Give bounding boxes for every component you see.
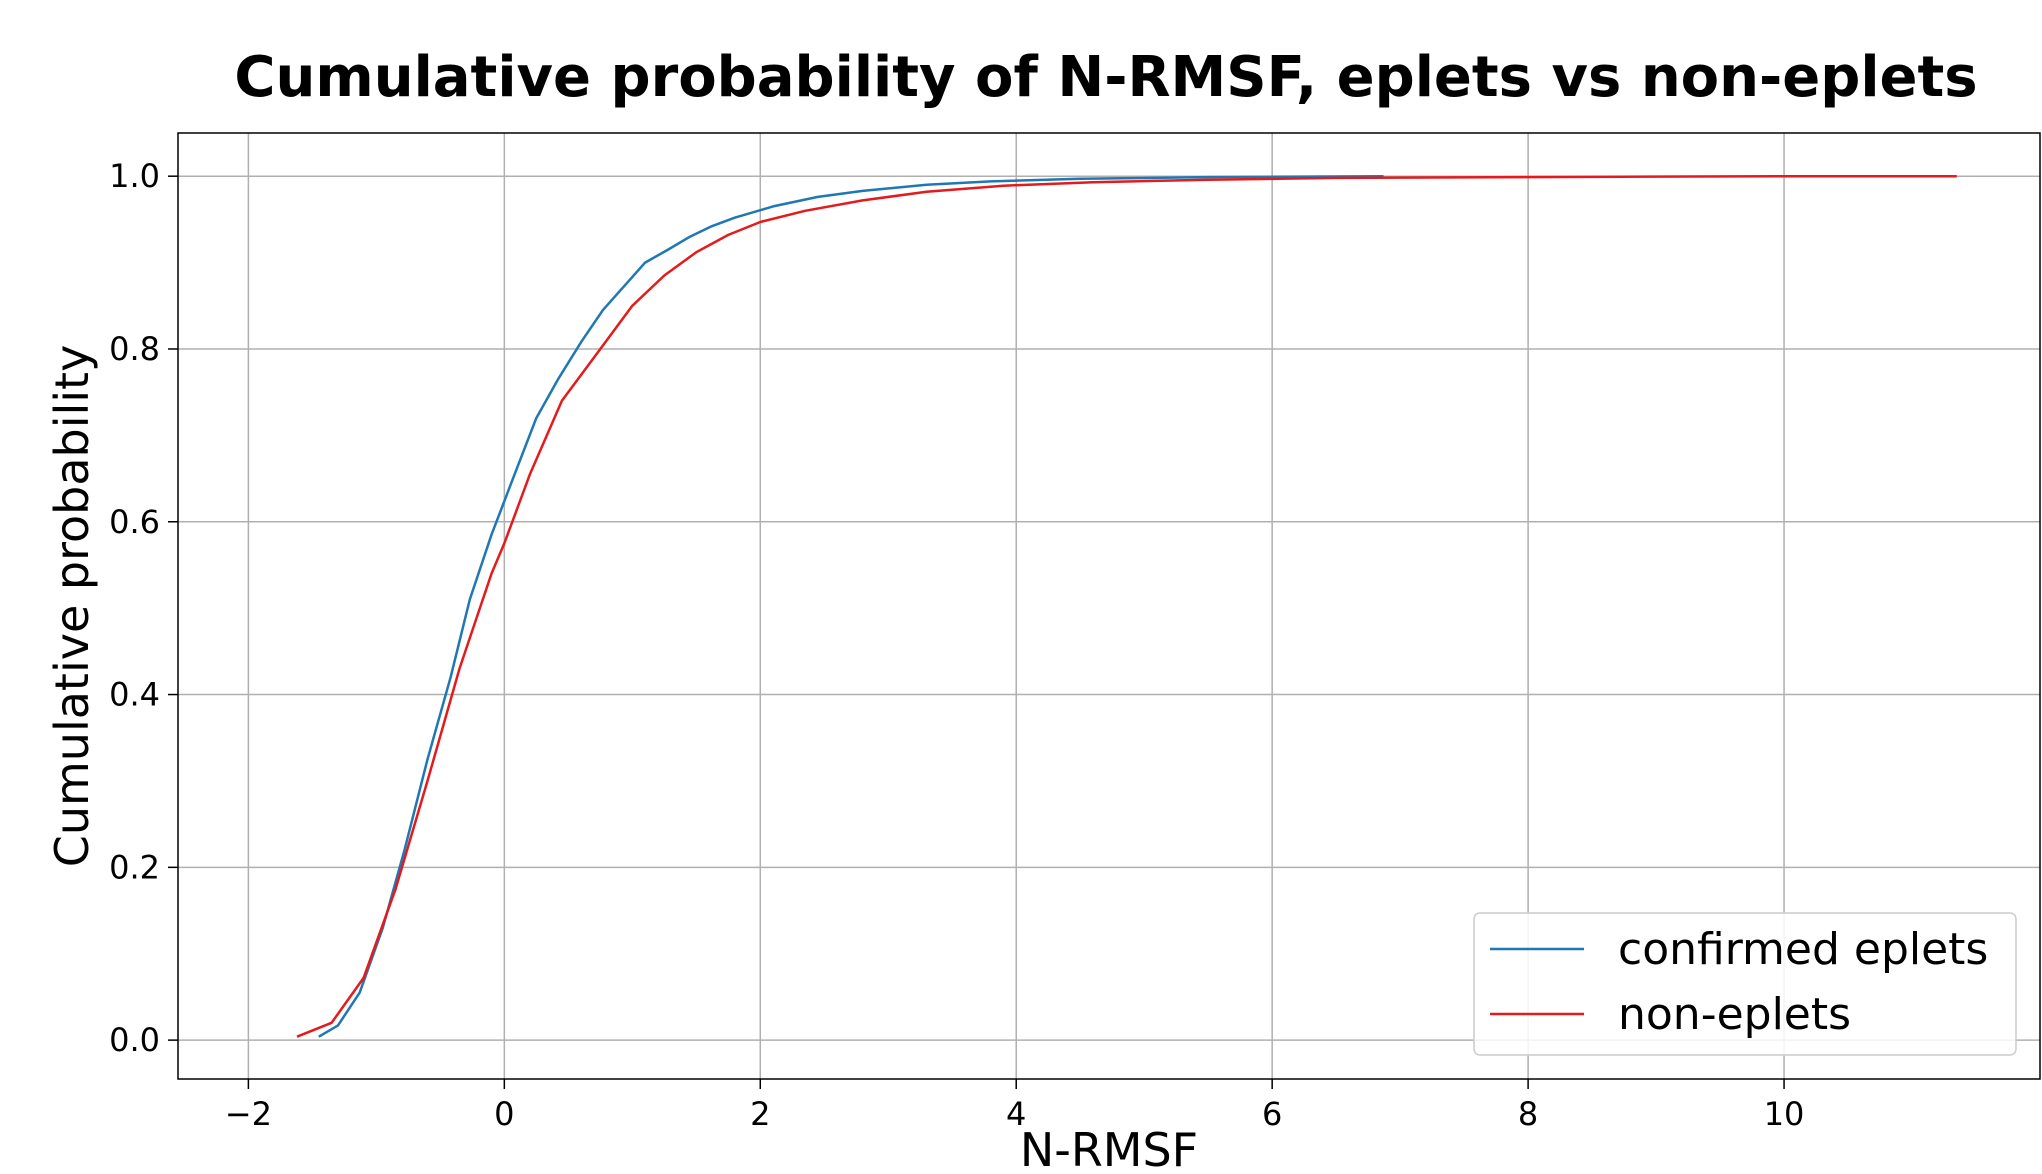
y-tick-label: 0.4 xyxy=(109,676,160,714)
y-tick-label: 0.8 xyxy=(109,330,160,368)
chart-legend: confirmed eplets non-eplets xyxy=(1473,912,2017,1056)
legend-label-1: confirmed eplets xyxy=(1618,924,1988,975)
chart-title: Cumulative probability of N-RMSF, eplets… xyxy=(234,45,1977,110)
x-tick-label: 8 xyxy=(1518,1095,1538,1133)
legend-frame xyxy=(1473,912,2017,1056)
series-line-2 xyxy=(296,174,1957,1038)
x-tick-label: 4 xyxy=(1006,1095,1026,1133)
y-axis-ticks: 0.0 0.2 0.4 0.6 0.8 1.0 xyxy=(109,157,178,1059)
plot-frame xyxy=(177,132,2041,1080)
x-axis-label: N-RMSF xyxy=(1020,1123,1198,1169)
y-axis-label: Cumulative probability xyxy=(45,345,99,868)
y-tick-label: 0.6 xyxy=(109,503,160,541)
y-tick-label: 1.0 xyxy=(109,157,160,195)
legend-label-2: non-eplets xyxy=(1618,989,1851,1040)
x-tick-label: 2 xyxy=(750,1095,770,1133)
series-line-1 xyxy=(318,174,1384,1038)
y-tick-label: 0.0 xyxy=(109,1021,160,1059)
y-tick-label: 0.2 xyxy=(109,848,160,886)
x-tick-label: −2 xyxy=(225,1095,272,1133)
plot-series xyxy=(296,174,1957,1038)
x-tick-label: 0 xyxy=(494,1095,514,1133)
x-axis-ticks: −2 0 2 4 6 8 10 xyxy=(225,1079,1805,1133)
x-tick-label: 10 xyxy=(1764,1095,1805,1133)
x-tick-label: 6 xyxy=(1262,1095,1282,1133)
